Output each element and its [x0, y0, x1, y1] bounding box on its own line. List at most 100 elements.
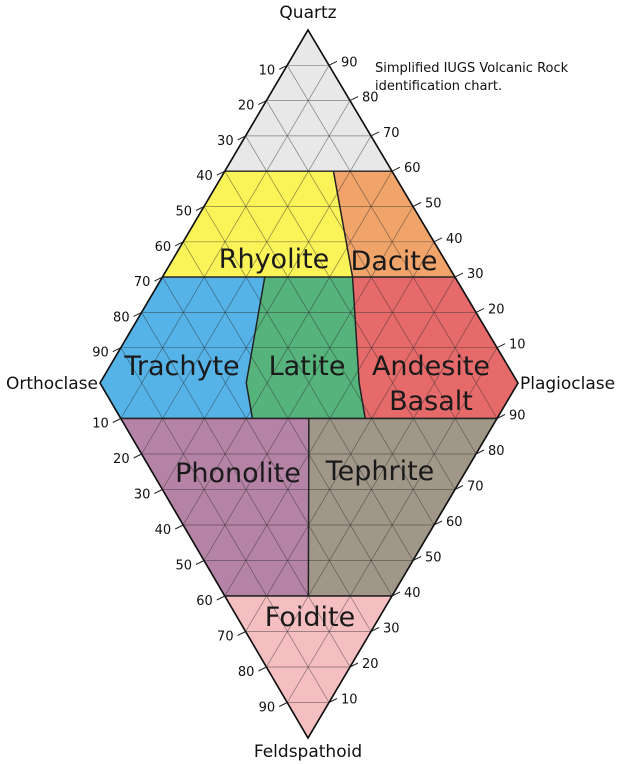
upper-grid-line — [266, 100, 435, 384]
upper-right-tick — [454, 272, 464, 278]
lower-grid-line — [141, 382, 330, 703]
upper-grid-line — [162, 276, 226, 384]
lower-grid-line — [245, 382, 393, 632]
upper-left-tick-label: 10 — [259, 63, 276, 78]
field-foidite: Foidite — [265, 602, 355, 633]
vertex-orthoclase: Orthoclase — [6, 374, 98, 394]
lower-right-tick — [391, 591, 401, 597]
lower-right-tick-label: 30 — [383, 622, 400, 637]
lower-left-tick — [154, 489, 163, 494]
upper-right-tick-label: 30 — [467, 267, 484, 282]
lower-right-tick — [475, 449, 485, 455]
lower-left-tick-label: 90 — [259, 701, 276, 716]
upper-left-tick — [154, 276, 163, 282]
upper-left-tick — [216, 170, 226, 176]
upper-right-tick — [475, 307, 485, 313]
lower-left-tick — [278, 702, 288, 707]
upper-right-tick-label: 10 — [509, 338, 526, 353]
lower-left-tick-label: 40 — [155, 523, 172, 538]
upper-left-tick — [237, 135, 246, 141]
lower-left-tick — [258, 666, 267, 672]
lower-grid-line — [266, 382, 435, 668]
lower-right-tick-label: 50 — [425, 551, 442, 566]
lower-grid-line — [120, 382, 143, 419]
upper-grid-line — [392, 276, 456, 384]
lower-left-tick-label: 30 — [134, 488, 151, 503]
lower-left-tick — [237, 631, 246, 636]
lower-grid-line — [392, 382, 456, 490]
field-phonolite: Phonolite — [175, 458, 301, 489]
lower-grid-line — [183, 382, 351, 668]
lower-right-tick — [370, 627, 380, 632]
lower-grid-line — [475, 382, 498, 419]
lower-left-tick-label: 70 — [217, 630, 234, 645]
upper-right-tick — [328, 60, 338, 66]
lower-right-tick-label: 10 — [341, 693, 358, 708]
upper-right-tick-label: 60 — [404, 161, 421, 176]
upper-left-tick — [258, 100, 267, 106]
upper-right-tick-label: 80 — [362, 91, 379, 106]
lower-right-tick — [328, 698, 338, 703]
vertex-plagioclase: Plagioclase — [520, 374, 615, 394]
upper-right-tick — [412, 202, 422, 207]
upper-left-tick-label: 70 — [134, 275, 151, 290]
lower-grid-line — [308, 382, 414, 561]
field-rhyolite: Rhyolite — [219, 244, 330, 275]
lower-left-tick — [216, 595, 226, 601]
upper-left-tick-label: 30 — [217, 134, 234, 149]
upper-left-tick — [195, 206, 205, 211]
lower-left-tick-label: 80 — [238, 665, 255, 680]
field-andesite: Andesite — [372, 351, 490, 382]
lower-right-tick-label: 70 — [467, 480, 484, 495]
field-basalt: Basalt — [389, 386, 473, 417]
upper-right-tick-label: 20 — [488, 302, 505, 317]
upper-grid-line — [308, 206, 414, 384]
upper-left-tick — [174, 241, 184, 247]
lower-grid-line — [203, 382, 310, 561]
upper-left-tick-label: 80 — [113, 310, 130, 325]
lower-left-tick-label: 10 — [92, 417, 109, 432]
lower-left-tick — [195, 560, 205, 565]
upper-right-tick-label: 40 — [446, 232, 463, 247]
upper-grid-line — [225, 135, 372, 384]
upper-grid-line — [475, 347, 498, 384]
upper-left-tick — [278, 64, 288, 70]
lower-right-tick — [433, 520, 443, 526]
lower-right-tick-label: 80 — [488, 444, 505, 459]
upper-grid-line — [245, 135, 393, 384]
lower-right-tick — [349, 662, 359, 668]
field-tephrite: Tephrite — [325, 456, 435, 487]
upper-left-tick-label: 40 — [196, 169, 213, 184]
lower-right-tick-label: 40 — [404, 586, 421, 601]
upper-grid-line — [286, 65, 477, 384]
upper-left-tick-label: 90 — [92, 346, 109, 361]
upper-right-tick-label: 50 — [425, 197, 442, 212]
lower-left-tick — [174, 524, 184, 530]
field-trachyte: Trachyte — [123, 351, 239, 382]
vertex-feldspathoid: Feldspathoid — [254, 742, 362, 762]
lower-left-tick-label: 20 — [113, 452, 130, 467]
diamond-outline — [99, 28, 519, 740]
lower-right-tick-label: 90 — [509, 409, 526, 424]
lower-right-tick-label: 20 — [362, 657, 379, 672]
upper-right-tick-label: 90 — [341, 55, 358, 70]
lower-right-tick — [454, 485, 464, 490]
upper-left-tick-label: 60 — [155, 240, 172, 255]
lower-left-tick — [133, 453, 142, 459]
lower-left-tick — [112, 418, 122, 423]
upper-left-tick — [112, 347, 122, 353]
field-latite: Latite — [269, 351, 346, 382]
lower-grid-line — [162, 382, 226, 490]
upper-right-tick — [391, 166, 401, 172]
lower-right-tick — [496, 414, 506, 419]
lower-grid-line — [286, 382, 477, 703]
note-line-2: identification chart. — [375, 79, 502, 94]
upper-right-tick — [349, 96, 359, 102]
upper-grid-line — [120, 347, 143, 384]
lower-left-tick-label: 50 — [175, 559, 192, 574]
lower-right-tick — [412, 556, 422, 561]
lower-grid-line — [225, 382, 372, 632]
lower-left-tick-label: 60 — [196, 594, 213, 609]
